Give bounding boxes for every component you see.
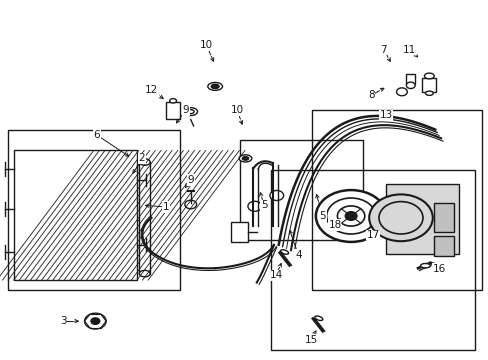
Text: 14: 14 (269, 270, 283, 280)
Circle shape (368, 194, 432, 241)
Bar (433, 203, 453, 232)
Ellipse shape (139, 270, 150, 277)
Text: 13: 13 (379, 110, 392, 120)
Bar (422, 78, 435, 92)
Bar (14, 150, 137, 280)
Bar (14, 150, 137, 280)
Bar (14, 150, 137, 280)
Text: 4: 4 (294, 250, 301, 260)
Bar (311, 110, 481, 290)
Ellipse shape (280, 250, 288, 254)
Bar (14, 150, 137, 280)
Text: 17: 17 (366, 230, 379, 240)
Bar (14, 150, 137, 280)
Ellipse shape (169, 99, 176, 103)
Circle shape (337, 206, 364, 226)
Ellipse shape (187, 110, 194, 114)
Bar (14, 150, 137, 280)
Bar (14, 150, 137, 280)
Text: 7: 7 (380, 45, 386, 55)
Text: 12: 12 (144, 85, 158, 95)
Ellipse shape (183, 108, 197, 116)
Text: 3: 3 (60, 316, 67, 326)
Circle shape (91, 318, 100, 324)
Bar (14, 150, 137, 280)
Circle shape (84, 313, 106, 329)
Text: 9: 9 (182, 105, 189, 115)
Bar (14, 150, 137, 280)
Bar (14, 150, 137, 280)
Bar (230, 222, 248, 242)
Bar (14, 150, 137, 280)
Circle shape (396, 88, 407, 96)
Bar (14, 150, 137, 280)
Text: 5: 5 (260, 200, 267, 210)
Text: 8: 8 (367, 90, 374, 100)
Text: 2: 2 (138, 153, 145, 163)
Text: 16: 16 (431, 264, 445, 274)
Bar (14, 150, 137, 280)
Bar (14, 150, 137, 280)
Text: 6: 6 (93, 130, 100, 140)
Circle shape (378, 202, 422, 234)
Bar (165, 102, 180, 119)
Ellipse shape (211, 84, 219, 89)
Text: 10: 10 (230, 105, 243, 115)
Bar (433, 236, 453, 256)
Circle shape (406, 82, 414, 89)
Bar (14, 150, 137, 280)
Bar (14, 150, 137, 280)
Bar (14, 150, 137, 280)
Bar (14, 150, 137, 280)
Bar (14, 150, 137, 280)
Text: 1: 1 (163, 202, 169, 212)
Ellipse shape (239, 155, 251, 162)
Text: 15: 15 (304, 335, 317, 345)
Bar (239, 140, 362, 240)
Circle shape (326, 198, 375, 234)
Bar (14, 150, 137, 280)
Circle shape (247, 201, 261, 211)
Ellipse shape (139, 159, 150, 165)
Bar (271, 170, 474, 350)
Bar (405, 74, 414, 84)
Bar (14, 150, 137, 280)
Ellipse shape (242, 157, 248, 160)
Bar (14, 150, 137, 280)
Circle shape (269, 190, 283, 201)
Bar (14, 150, 137, 280)
Bar (14, 150, 137, 280)
Bar (14, 150, 137, 280)
Ellipse shape (420, 264, 429, 268)
Circle shape (184, 200, 196, 209)
Bar (386, 184, 458, 254)
Bar (14, 150, 137, 280)
Text: 11: 11 (402, 45, 416, 55)
Text: 9: 9 (187, 175, 194, 185)
Circle shape (345, 212, 356, 220)
Circle shape (315, 190, 386, 242)
Bar (14, 150, 137, 280)
Bar (14, 150, 137, 280)
Ellipse shape (314, 316, 322, 320)
Text: 10: 10 (200, 40, 212, 50)
Ellipse shape (207, 82, 222, 90)
Bar (139, 162, 150, 274)
Bar (8, 130, 180, 290)
Text: 5: 5 (319, 211, 325, 221)
Bar (14, 150, 137, 280)
Ellipse shape (425, 91, 432, 95)
Text: 18: 18 (327, 220, 341, 230)
Ellipse shape (424, 73, 433, 79)
